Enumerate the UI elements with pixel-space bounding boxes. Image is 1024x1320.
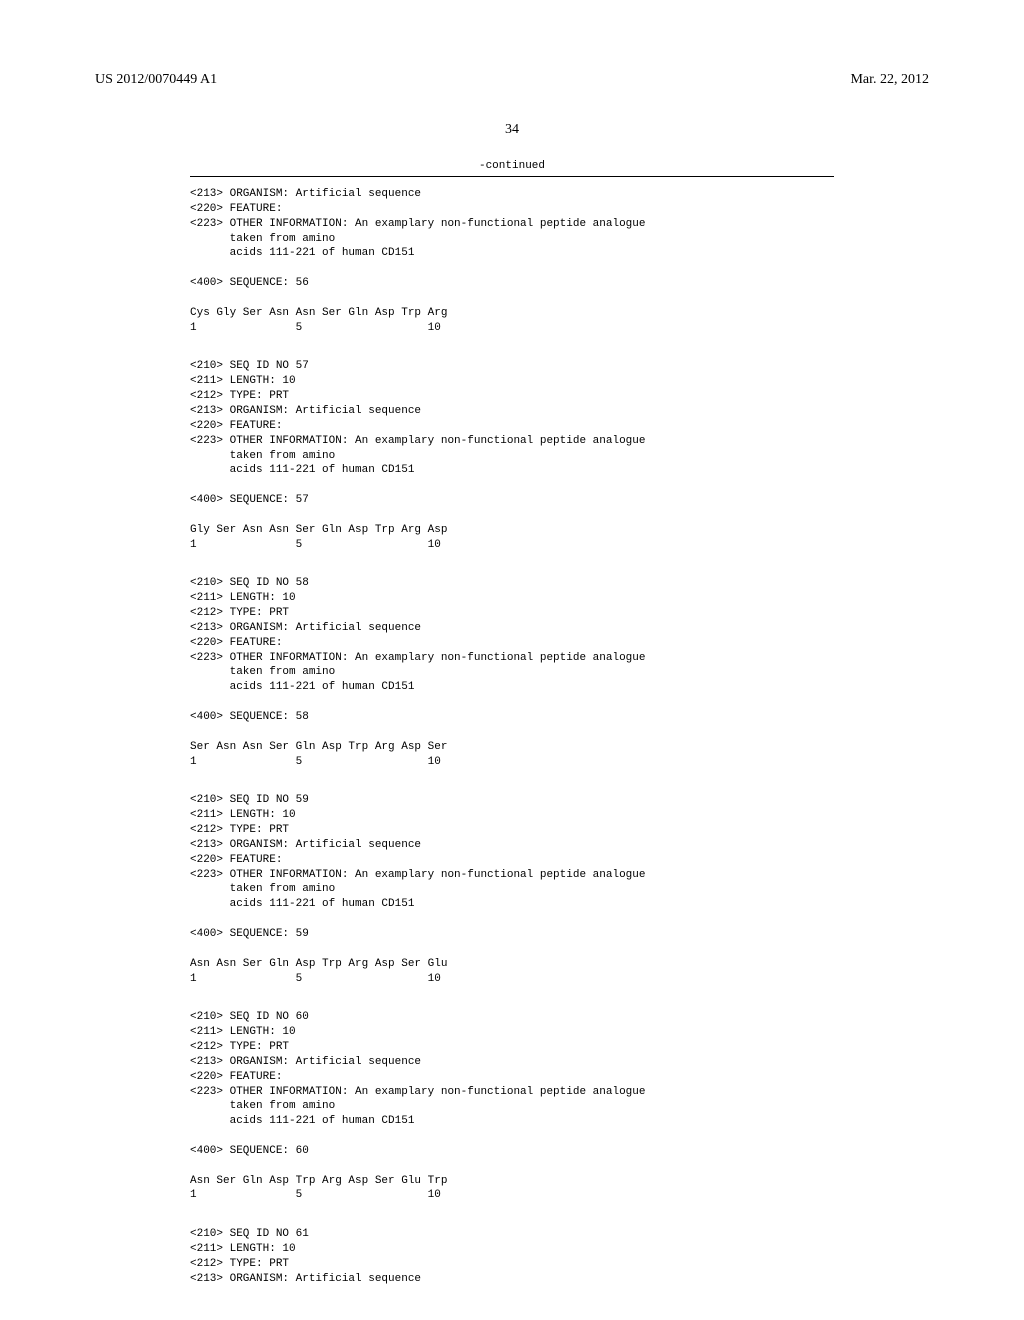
continued-label: -continued (190, 160, 834, 172)
sequence-block-57: <210> SEQ ID NO 57 <211> LENGTH: 10 <212… (190, 359, 834, 552)
document-content: -continued <213> ORGANISM: Artificial se… (190, 160, 834, 1311)
page-number: 34 (0, 122, 1024, 138)
sequence-block-60: <210> SEQ ID NO 60 <211> LENGTH: 10 <212… (190, 1010, 834, 1203)
page-header: US 2012/0070449 A1 Mar. 22, 2012 (0, 72, 1024, 88)
horizontal-rule (190, 176, 834, 177)
document-date: Mar. 22, 2012 (850, 72, 929, 88)
sequence-block-58: <210> SEQ ID NO 58 <211> LENGTH: 10 <212… (190, 576, 834, 769)
sequence-block-56: <213> ORGANISM: Artificial sequence <220… (190, 187, 834, 335)
sequence-block-59: <210> SEQ ID NO 59 <211> LENGTH: 10 <212… (190, 793, 834, 986)
sequence-block-61: <210> SEQ ID NO 61 <211> LENGTH: 10 <212… (190, 1227, 834, 1286)
document-number: US 2012/0070449 A1 (95, 72, 217, 88)
